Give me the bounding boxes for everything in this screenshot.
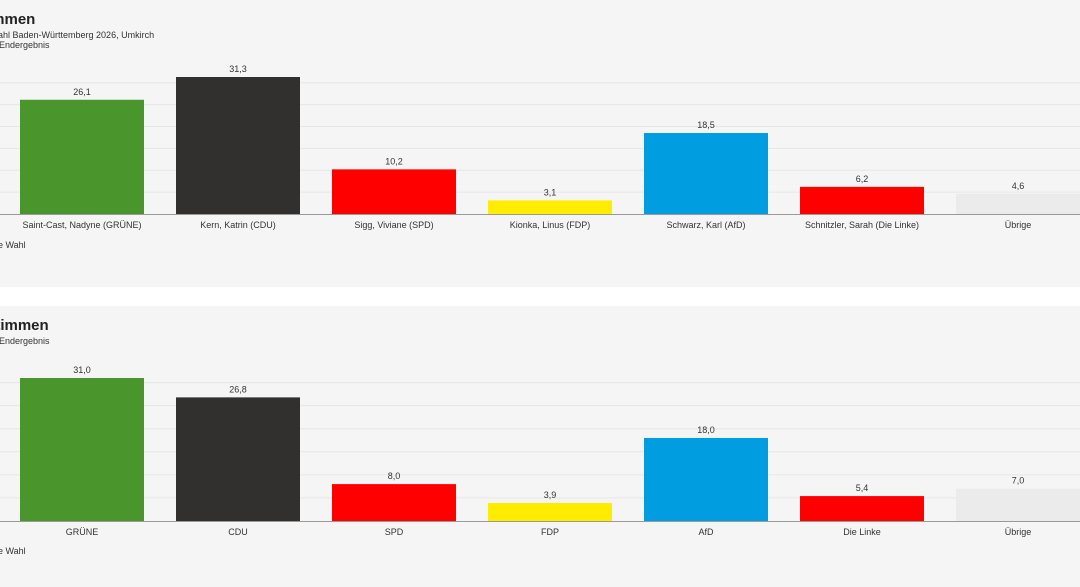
bar — [800, 186, 924, 214]
bar-value-label: 31,3 — [229, 64, 247, 74]
bar — [644, 437, 768, 521]
chart-status: ges Endergebnis — [0, 336, 50, 346]
bar — [332, 169, 456, 214]
category-label: AfD — [698, 527, 714, 537]
bar-chart-erststimmen: 26,1 Saint-Cast, Nadyne (GRÜNE) 31,3 Kern, … — [0, 64, 1080, 230]
legend-label: uelle Wahl — [0, 240, 26, 250]
category-label: Übrige — [1005, 220, 1032, 230]
category-label: SPD — [385, 527, 404, 537]
chart-title: timmen — [0, 11, 36, 28]
bar — [20, 378, 144, 521]
bar — [332, 484, 456, 521]
chart-status: ges Endergebnis — [0, 40, 50, 50]
chart-title: tstimmen — [0, 317, 49, 334]
bar-value-label: 4,6 — [1012, 181, 1025, 191]
bar-value-label: 8,0 — [388, 471, 401, 481]
bar — [488, 200, 612, 214]
bar-chart-zweitstimmen: 31,0 GRÜNE 26,8 CDU 8,0 SPD 3,9 FDP 18,0 AfD 5,4 Di… — [0, 365, 1080, 537]
category-label: FDP — [541, 527, 559, 537]
bar-value-label: 18,5 — [697, 120, 715, 130]
bar-value-label: 5,4 — [856, 483, 869, 493]
bar-value-label: 31,0 — [73, 365, 91, 375]
category-label: Schwarz, Karl (AfD) — [666, 220, 745, 230]
bar — [956, 193, 1080, 214]
bar-value-label: 26,1 — [73, 87, 91, 97]
bar — [176, 77, 300, 214]
category-label: CDU — [228, 527, 248, 537]
chart-subtitle: gswahl Baden-Württemberg 2026, Umkirch — [0, 30, 155, 40]
bar — [20, 99, 144, 214]
bar — [644, 133, 768, 214]
zweitstimmen-panel: tstimmen ges Endergebnis 31,0 GRÜNE 26,8 CD… — [0, 306, 1080, 587]
category-label: Saint-Cast, Nadyne (GRÜNE) — [22, 220, 141, 230]
bar-value-label: 3,1 — [544, 187, 557, 197]
bar — [800, 496, 924, 521]
category-label: GRÜNE — [66, 527, 99, 537]
category-label: Kionka, Linus (FDP) — [510, 220, 591, 230]
bar — [176, 397, 300, 521]
bar — [956, 488, 1080, 521]
category-label: Die Linke — [843, 527, 881, 537]
category-label: Übrige — [1005, 527, 1032, 537]
bar-value-label: 10,2 — [385, 156, 403, 166]
bar-value-label: 26,8 — [229, 384, 247, 394]
bar — [488, 503, 612, 521]
category-label: Kern, Katrin (CDU) — [200, 220, 276, 230]
legend-label: uelle Wahl — [0, 546, 26, 556]
bar-value-label: 7,0 — [1012, 476, 1025, 486]
category-label: Sigg, Viviane (SPD) — [354, 220, 433, 230]
category-label: Schnitzler, Sarah (Die Linke) — [805, 220, 919, 230]
bar-value-label: 3,9 — [544, 490, 557, 500]
bar-value-label: 6,2 — [856, 174, 869, 184]
erststimmen-panel: timmen gswahl Baden-Württemberg 2026, Um… — [0, 0, 1080, 287]
bar-value-label: 18,0 — [697, 425, 715, 435]
